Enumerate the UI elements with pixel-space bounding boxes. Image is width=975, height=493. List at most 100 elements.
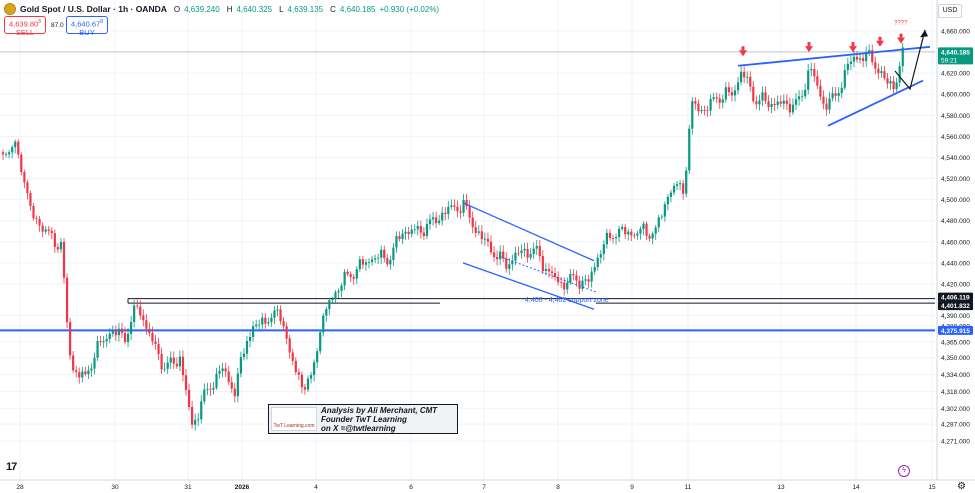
candle-body [218,371,221,374]
x-tick-label: 4 [314,484,318,491]
candle-body [136,305,139,307]
candle-body [608,232,612,238]
gold-coin-icon [4,3,16,15]
candle-body [834,93,837,96]
question-marks: ???? [894,21,908,27]
sell-label: SELL [15,27,35,37]
candle-body [172,357,175,364]
candle-body [111,331,114,334]
candle-body [648,235,651,239]
candle-body [627,231,630,235]
candle-body [4,154,8,156]
candle-body [26,182,29,194]
candle-body [343,271,346,286]
candle-body [642,223,645,230]
candle-body [355,269,358,279]
candle-body [801,96,804,98]
candle-body [639,229,642,234]
candle-body [468,206,471,218]
candle-body [41,225,44,232]
candle-body [184,375,188,390]
candle-body [175,363,178,367]
candle-body [248,336,252,341]
candle-body [358,259,361,270]
candle-body [852,56,856,62]
candle-body [459,211,462,213]
buy-button[interactable]: 4,640.678 BUY [66,16,108,36]
candle-body [383,249,386,259]
settings-gear-icon[interactable]: ⚙ [957,481,966,492]
candle-body [569,274,572,283]
candle-body [779,101,782,104]
candle-body [889,81,892,84]
candle-body [102,341,105,343]
candle-body [349,274,352,277]
candle-body [447,206,450,215]
candle-body [377,257,380,259]
candle-body [47,229,50,231]
y-tick-label: 4,302.000 [941,406,970,413]
red-arrow-stem [741,46,745,51]
sell-button[interactable]: 4,639.808 SELL [4,16,46,37]
tradingview-logo-icon[interactable]: 17 [6,461,17,473]
candle-body [300,374,303,388]
candle-body [618,228,621,238]
candle-body [20,154,23,173]
candle-body [157,343,160,355]
candle-body [151,332,154,342]
candle-body [285,326,288,339]
price-tag [938,301,973,311]
candle-body [87,370,90,375]
candle-body [398,236,401,240]
candle-body [816,76,819,86]
candle-body [489,241,493,253]
candle-body [654,227,657,234]
candle-body [44,229,47,232]
candle-body [276,309,279,311]
y-tick-label: 4,560.000 [941,134,970,141]
candle-body [874,62,877,69]
x-tick-label: 13 [777,484,785,491]
candle-body [825,103,828,110]
red-arrow-stem [851,42,855,47]
candle-body [14,141,17,148]
lightning-icon[interactable]: ϟ [898,465,910,477]
buy-price-sup: 8 [100,19,103,25]
candle-body [782,100,785,104]
candle-body [245,340,249,354]
symbol-title[interactable]: Gold Spot / U.S. Dollar · 1h · OANDA [20,4,167,14]
currency-button[interactable]: USD [938,4,962,18]
candle-body [599,254,602,258]
open-label: O [173,4,181,14]
candle-body [721,99,724,103]
candle-body [435,217,438,224]
x-tick-label: 15 [928,484,936,491]
candle-body [593,266,596,272]
candle-body [590,271,593,282]
candle-body [679,183,682,185]
candle-body [755,101,758,105]
sell-price-sup: 8 [38,19,41,25]
candle-body [288,338,291,353]
candle-body [361,259,364,265]
close-value: 4,640.185 [339,4,376,14]
candle-body [776,101,779,106]
falling-channel-upper [462,202,595,262]
candlestick-series [1,42,904,431]
candle-body [560,282,563,284]
open-value: 4,639.240 [184,4,220,14]
candle-body [230,382,233,389]
candle-body [831,93,834,99]
candle-body [346,271,349,275]
candle-body [764,92,767,102]
candle-body [203,389,206,402]
candle-body [877,68,880,74]
candle-body [221,368,224,372]
candle-body [337,290,340,293]
candle-body [749,76,752,87]
candle-body [688,128,691,171]
candle-body [267,322,270,324]
price-tag-label: 4,406.119 [941,295,970,302]
candle-body [730,92,734,96]
